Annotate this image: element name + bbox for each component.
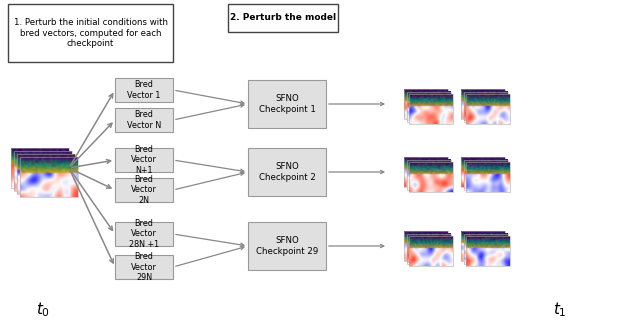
Bar [409,94,453,124]
Text: Bred
Vector N: Bred Vector N [127,110,161,130]
Bar [11,148,69,188]
FancyBboxPatch shape [8,4,173,62]
Text: 2. Perturb the model: 2. Perturb the model [230,14,336,23]
Bar [466,162,510,192]
FancyBboxPatch shape [115,178,173,202]
Bar [20,157,78,197]
Bar [404,89,448,119]
Bar [409,236,453,266]
Text: SFNO
Checkpoint 2: SFNO Checkpoint 2 [259,162,316,182]
Text: $t_1$: $t_1$ [553,301,567,319]
Text: Bred
Vector
2N: Bred Vector 2N [131,175,157,205]
FancyBboxPatch shape [228,4,338,32]
Text: Bred
Vector
28N +1: Bred Vector 28N +1 [129,219,159,249]
Bar [466,236,510,266]
FancyBboxPatch shape [115,108,173,132]
Bar [406,160,451,190]
Text: Bred
Vector
29N: Bred Vector 29N [131,252,157,282]
Bar [406,91,451,121]
Bar [463,160,508,190]
Text: $t_0$: $t_0$ [36,301,50,319]
Text: Bred
Vector 1: Bred Vector 1 [127,80,161,100]
Bar [463,91,508,121]
Text: Bred
Vector
N+1: Bred Vector N+1 [131,145,157,175]
Text: 1. Perturb the initial conditions with
bred vectors, computed for each
checkpoin: 1. Perturb the initial conditions with b… [13,18,168,48]
Bar [404,231,448,261]
FancyBboxPatch shape [248,222,326,270]
Bar [17,154,75,194]
Bar [461,231,505,261]
Bar [463,234,508,264]
Bar [14,151,72,191]
Text: SFNO
Checkpoint 29: SFNO Checkpoint 29 [256,236,318,256]
FancyBboxPatch shape [115,255,173,279]
Bar [466,94,510,124]
Bar [461,157,505,187]
FancyBboxPatch shape [115,78,173,102]
Bar [409,162,453,192]
Bar [404,157,448,187]
FancyBboxPatch shape [248,148,326,196]
Bar [461,89,505,119]
FancyBboxPatch shape [115,148,173,172]
Text: SFNO
Checkpoint 1: SFNO Checkpoint 1 [259,94,316,114]
Bar [406,234,451,264]
FancyBboxPatch shape [248,80,326,128]
FancyBboxPatch shape [115,222,173,246]
